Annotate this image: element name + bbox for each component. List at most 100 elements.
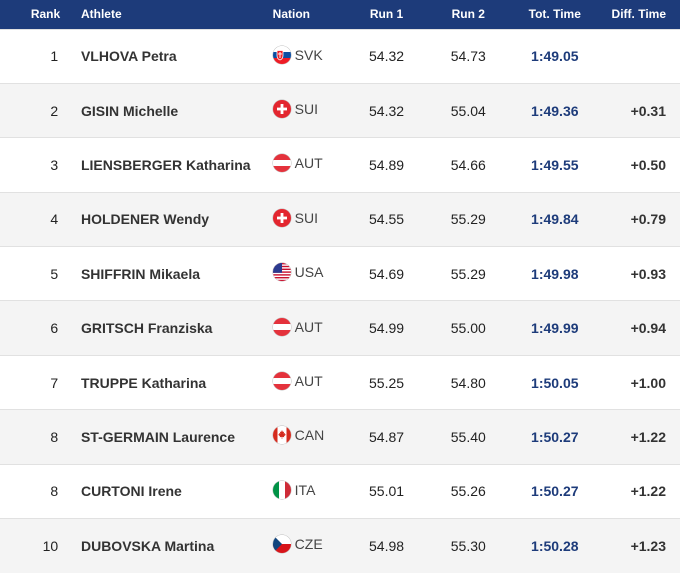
nation-code: SUI [294,101,319,118]
row-spacer [60,301,81,355]
total-time: 1:50.27 [531,428,579,445]
run1-time: 54.69 [369,265,405,282]
rank-cell: 5 [0,247,60,301]
athlete-name[interactable]: HOLDENER Wendy [80,211,210,228]
run1-time: 54.89 [369,156,405,173]
diff-time: +0.93 [630,265,666,282]
rank-cell: 8 [0,410,60,464]
run1-time: 54.98 [369,537,405,554]
header-athlete[interactable]: Athlete [80,7,122,22]
nation-cell: CAN [272,410,350,464]
nation-cell: SUI [272,192,350,246]
run1-time: 55.01 [369,483,405,500]
diff-time: +0.50 [630,156,666,173]
athlete-name[interactable]: TRUPPE Katharina [80,374,207,391]
header-run2[interactable]: Run 2 [451,7,485,22]
row-spacer [60,355,81,409]
rank-cell: 2 [0,83,60,137]
run2-time: 55.40 [450,428,486,445]
athlete-name[interactable]: CURTONI Irene [80,483,182,500]
total-time: 1:49.05 [531,48,579,65]
run1-time: 54.99 [369,320,405,337]
header-nation[interactable]: Nation [272,7,311,22]
rank-cell: 7 [0,355,60,409]
athlete-name[interactable]: GISIN Michelle [80,102,179,119]
header-diff-time[interactable]: Diff. Time [611,7,666,22]
table-row[interactable]: 2 GISIN Michelle SUI 54.32 55.04 1:49.36 +0.31 [0,83,680,138]
rank-cell: 8 [0,464,60,518]
table-row[interactable]: 10 DUBOVSKA Martina CZE 54.98 55.30 1:50.28 +1… [0,518,680,573]
austria-flag-icon [272,372,291,391]
run1-time: 55.25 [369,374,405,391]
row-spacer [60,192,81,246]
diff-time: +1.22 [630,483,666,500]
athlete-name[interactable]: LIENSBERGER Katharina [80,156,251,173]
total-time: 1:49.55 [531,156,579,173]
rank-value: 4 [50,211,59,228]
diff-time: +0.31 [630,102,666,119]
rank-cell: 3 [0,138,60,192]
run2-time: 54.66 [450,156,486,173]
run1-time: 54.55 [369,211,405,228]
nation-code: CZE [294,536,323,553]
header-rank[interactable]: Rank [30,7,61,22]
diff-time: +1.22 [630,428,666,445]
total-time: 1:49.98 [531,265,579,282]
table-row[interactable]: 8 ST-GERMAIN Laurence CAN 54.87 55.40 1:50.27… [0,409,680,465]
rank-value: 3 [50,156,59,173]
total-time: 1:50.27 [531,483,579,500]
rank-cell: 10 [0,519,60,573]
diff-time: +0.94 [630,320,666,337]
run2-time: 54.80 [450,374,486,391]
row-spacer [60,83,81,137]
run2-time: 55.30 [450,537,486,554]
row-spacer [60,29,81,83]
rank-value: 8 [50,483,59,500]
rank-value: 7 [50,374,59,391]
run1-time: 54.32 [369,48,405,65]
athlete-name[interactable]: DUBOVSKA Martina [80,537,215,554]
austria-flag-icon [272,317,291,336]
table-row[interactable]: 3 LIENSBERGER Katharina AUT 54.89 54.66 1:49.… [0,137,680,193]
slovakia-flag-icon [272,45,291,64]
header-total-time[interactable]: Tot. Time [528,7,581,22]
nation-cell: USA [272,247,350,301]
table-row[interactable]: 1 VLHOVA Petra SVK 54.32 54.73 1:49.05 [0,29,680,84]
nation-cell: CZE [272,519,350,573]
nation-cell: AUT [272,138,350,192]
diff-time [597,29,680,83]
nation-code: SUI [294,209,319,226]
header-run1[interactable]: Run 1 [369,7,404,22]
run2-time: 55.29 [450,211,486,228]
nation-code: CAN [294,427,325,444]
athlete-name[interactable]: SHIFFRIN Mikaela [80,265,200,282]
run2-time: 55.00 [450,320,486,337]
nation-code: AUT [294,155,323,172]
diff-time: +0.79 [630,211,666,228]
athlete-name[interactable]: GRITSCH Franziska [80,320,213,337]
nation-cell: ITA [272,464,350,518]
rank-value: 5 [50,265,59,282]
diff-time: +1.23 [630,537,666,554]
athlete-name[interactable]: VLHOVA Petra [80,48,177,65]
table-row[interactable]: 6 GRITSCH Franziska AUT 54.99 55.00 1:49.99 +0… [0,300,680,356]
rank-value: 6 [50,320,59,337]
rank-cell: 4 [0,192,60,246]
nation-cell: AUT [272,355,350,409]
table-row[interactable]: 8 CURTONI Irene ITA 55.01 55.26 1:50.27 +1.22 [0,464,680,519]
table-row[interactable]: 4 HOLDENER Wendy SUI 54.55 55.29 1:49.84 +0.79 [0,192,680,247]
row-spacer [60,410,81,464]
athlete-name[interactable]: ST-GERMAIN Laurence [80,428,235,445]
nation-cell: SVK [272,29,350,83]
table-row[interactable]: 5 SHIFFRIN Mikaela USA 54.69 55.29 1:49.98 +0.… [0,246,680,301]
usa-flag-icon [272,263,291,282]
rank-value: 8 [50,428,59,445]
row-spacer [60,247,81,301]
total-time: 1:49.84 [531,211,579,228]
run2-time: 54.73 [450,48,486,65]
table-row[interactable]: 7 TRUPPE Katharina AUT 55.25 54.80 1:50.05 +1.… [0,355,680,410]
italy-flag-icon [272,480,291,499]
nation-cell: AUT [272,301,350,355]
rank-value: 1 [50,48,59,65]
